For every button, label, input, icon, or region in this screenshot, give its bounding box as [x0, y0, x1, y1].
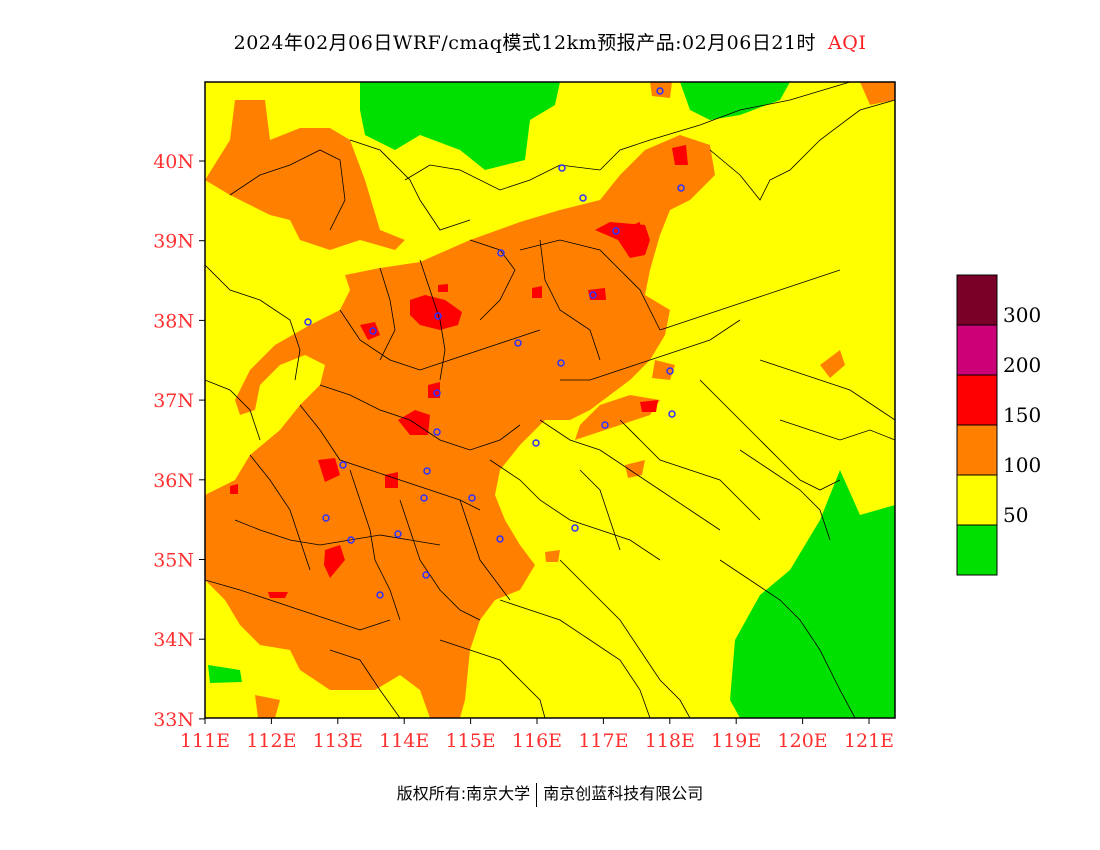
city-marker: [322, 514, 330, 522]
city-marker: [589, 291, 597, 299]
city-marker: [532, 439, 540, 447]
lat-tick-label: 37N: [153, 390, 194, 412]
legend-swatch: [956, 474, 998, 526]
city-marker: [423, 467, 431, 475]
copyright-footer: 版权所有:南京大学 南京创蓝科技有限公司: [0, 780, 1100, 807]
lon-tick-label: 116E: [512, 730, 562, 752]
lat-tick-label: 33N: [153, 709, 194, 731]
city-marker: [468, 494, 476, 502]
legend-label: 150: [1003, 403, 1041, 427]
lon-tick-label: 113E: [313, 730, 363, 752]
unhealthy-hotspot-16: [438, 284, 448, 292]
unhealthy-hotspot-7: [324, 545, 345, 578]
unhealthy-sensitive-band-east: [575, 395, 660, 440]
legend-swatch: [956, 374, 998, 426]
longitude-axis: 111E 112E 113E 114E 115E 116E 117E 118E 119E 120E…: [180, 718, 894, 752]
city-marker: [394, 530, 402, 538]
legend-label: 200: [1003, 353, 1041, 377]
city-marker: [668, 410, 676, 418]
city-marker: [612, 227, 620, 235]
footer-right: 南京创蓝科技有限公司: [543, 784, 704, 803]
lon-tick-label: 119E: [711, 730, 761, 752]
lon-tick-label: 115E: [446, 730, 496, 752]
unhealthy-sensitive-spot-7: [545, 550, 560, 562]
unhealthy-hotspot-12: [672, 145, 688, 165]
aqi-legend: 300 200 150 100 50: [956, 274, 1041, 576]
title-text: 2024年02月06日WRF/cmaq模式12km预报产品:02月06日21时: [233, 32, 817, 54]
city-marker: [579, 194, 587, 202]
city-marker: [422, 571, 430, 579]
city-marker: [339, 461, 347, 469]
city-marker: [304, 318, 312, 326]
city-marker: [557, 359, 565, 367]
lat-tick-label: 40N: [153, 151, 194, 173]
city-marker: [601, 421, 609, 429]
unhealthy-hotspot-14: [268, 592, 288, 598]
lon-tick-label: 120E: [778, 730, 828, 752]
unhealthy-hotspot-13: [640, 400, 658, 412]
legend-label: 300: [1003, 303, 1041, 327]
footer-separator: [536, 782, 538, 807]
unhealthy-sensitive-spot-6: [255, 695, 280, 718]
unhealthy-sensitive-region-nw: [205, 100, 405, 250]
city-marker: [347, 536, 355, 544]
unhealthy-hotspot-9: [625, 222, 643, 256]
city-marker: [677, 184, 685, 192]
good-region-north: [360, 82, 560, 170]
lon-tick-label: 112E: [246, 730, 296, 752]
legend-swatch: [956, 524, 998, 576]
unhealthy-hotspot-5: [318, 458, 340, 482]
city-marker: [376, 591, 384, 599]
unhealthy-hotspot-10: [588, 288, 606, 300]
lat-tick-label: 36N: [153, 470, 194, 492]
admin-boundaries: [205, 82, 895, 718]
city-marker: [433, 428, 441, 436]
latitude-axis: 40N 39N 38N 37N 36N 35N 34N 33N: [153, 151, 205, 731]
map-title: 2024年02月06日WRF/cmaq模式12km预报产品:02月06日21时 A…: [0, 28, 1100, 55]
city-marker: [433, 389, 441, 397]
good-region-southeast: [730, 470, 895, 718]
good-region-southwest: [208, 665, 242, 683]
unhealthy-sensitive-spot-3: [820, 350, 845, 378]
lat-tick-label: 34N: [153, 629, 194, 651]
city-marker: [496, 535, 504, 543]
good-region-northeast: [680, 82, 790, 120]
unhealthy-sensitive-spot-4: [860, 82, 895, 105]
unhealthy-sensitive-spot-5: [650, 82, 672, 98]
footer-left: 版权所有:南京大学: [396, 784, 531, 803]
unhealthy-hotspot-4: [428, 382, 440, 398]
lat-tick-label: 39N: [153, 231, 194, 253]
unhealthy-hotspot-11: [532, 286, 542, 298]
city-marker: [420, 494, 428, 502]
lon-tick-label: 117E: [578, 730, 628, 752]
map-plot-area: [205, 82, 895, 718]
lon-tick-label: 111E: [180, 730, 230, 752]
lon-tick-label: 121E: [844, 730, 894, 752]
title-tag-aqi: AQI: [828, 32, 867, 54]
unhealthy-sensitive-spot-1: [652, 360, 675, 380]
city-marker: [434, 312, 442, 320]
legend-swatch: [956, 424, 998, 476]
legend-label: 50: [1003, 503, 1028, 527]
legend-label: 100: [1003, 453, 1041, 477]
lat-tick-label: 35N: [153, 550, 194, 572]
city-marker: [558, 164, 566, 172]
legend-swatch: [956, 324, 998, 376]
lon-tick-label: 114E: [379, 730, 429, 752]
legend-swatch: [956, 274, 998, 326]
city-marker: [369, 327, 377, 335]
lon-tick-label: 118E: [645, 730, 695, 752]
city-marker: [656, 87, 664, 95]
city-marker: [514, 339, 522, 347]
city-marker: [571, 524, 579, 532]
city-markers: [304, 87, 685, 599]
city-marker: [497, 249, 505, 257]
unhealthy-hotspot-15: [230, 484, 238, 494]
lat-tick-label: 38N: [153, 310, 194, 332]
city-marker: [666, 367, 674, 375]
unhealthy-hotspot-1: [410, 295, 462, 330]
unhealthy-sensitive-spot-2: [625, 460, 645, 478]
